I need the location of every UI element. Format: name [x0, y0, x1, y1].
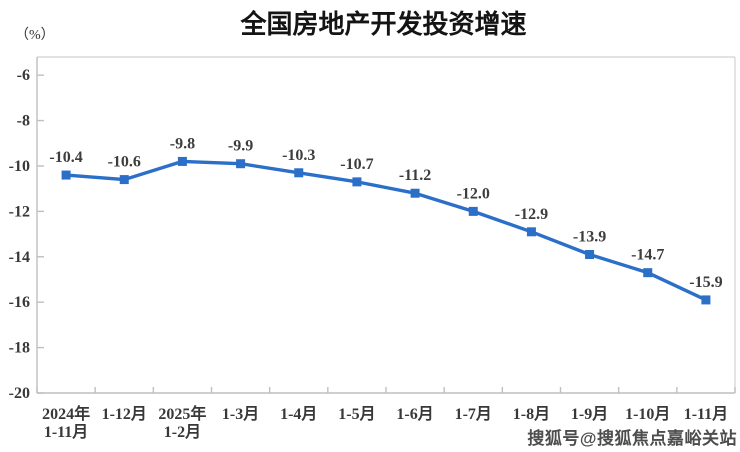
x-tick-label: 1-12月: [102, 405, 147, 423]
y-tick-label: -16: [9, 294, 30, 311]
data-point-label: -9.9: [228, 138, 253, 155]
data-point-label: -9.8: [170, 135, 195, 152]
data-point-marker: [585, 250, 595, 260]
data-point-marker: [61, 170, 71, 180]
x-tick-label: 1-3月: [222, 405, 259, 423]
x-tick-label: 1-7月: [455, 405, 492, 423]
y-axis-unit-label: （%）: [15, 28, 55, 43]
data-point-label: -13.9: [573, 229, 606, 246]
data-point-label: -10.4: [49, 149, 82, 166]
data-point-marker: [236, 159, 246, 169]
data-point-label: -10.6: [108, 154, 141, 171]
data-point-marker: [526, 227, 536, 237]
y-tick-label: -14: [9, 249, 30, 266]
data-point-marker: [701, 295, 711, 305]
data-point-label: -14.7: [631, 247, 664, 264]
trend-line: [64, 159, 708, 302]
x-tick-label: 1-8月: [513, 405, 550, 423]
x-tick-label: 2024年 1-11月: [42, 404, 90, 441]
y-tick-label: -12: [9, 203, 30, 220]
y-tick-label: -20: [9, 385, 30, 402]
y-tick-label: -6: [17, 67, 30, 84]
data-point-marker: [352, 177, 362, 187]
data-point-label: -10.7: [340, 156, 373, 173]
y-tick-label: -8: [17, 113, 30, 130]
x-tick-label: 1-4月: [280, 405, 317, 423]
y-tick-label: -18: [9, 340, 30, 357]
data-point-marker: [643, 268, 653, 278]
data-point-label: -10.3: [282, 147, 315, 164]
x-tick-label: 1-6月: [396, 405, 433, 423]
x-tick-label: 1-11月: [684, 405, 728, 423]
chart-title: 全国房地产开发投资增速: [240, 9, 527, 39]
data-point-marker: [468, 206, 478, 216]
x-tick-label: 1-5月: [338, 405, 375, 423]
data-point-marker: [294, 168, 304, 178]
x-tick-label: 2025年 1-2月: [158, 404, 206, 441]
data-point-marker: [410, 188, 420, 198]
data-point-marker: [119, 175, 129, 185]
data-point-marker: [177, 156, 187, 166]
x-tick-label: 1-9月: [571, 405, 608, 423]
data-point-label: -12.0: [457, 185, 490, 202]
data-point-label: -11.2: [399, 167, 431, 184]
data-point-label: -12.9: [515, 206, 548, 223]
y-tick-label: -10: [9, 158, 30, 175]
x-tick-label: 1-10月: [625, 405, 670, 423]
watermark-text: 搜狐号@搜狐焦点嘉峪关站: [527, 429, 737, 448]
data-point-label: -15.9: [689, 274, 722, 291]
